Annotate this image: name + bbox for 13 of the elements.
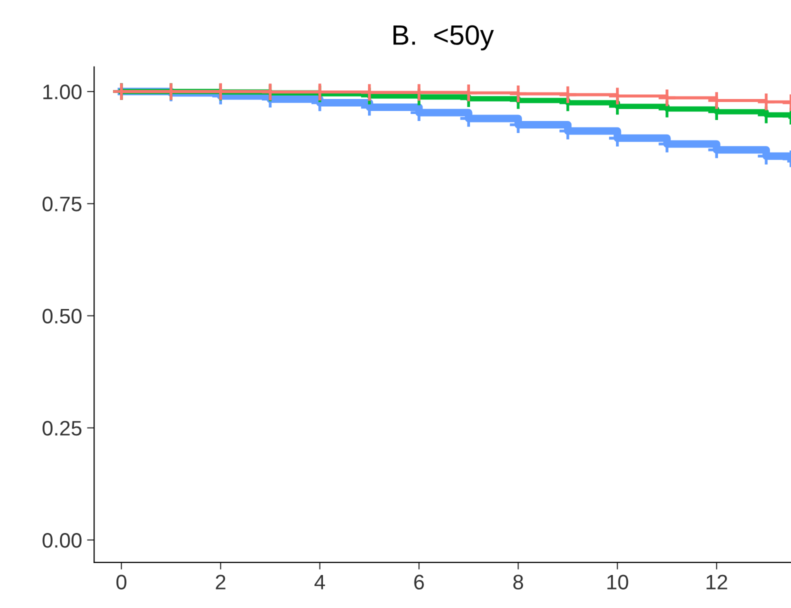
x-tick-label: 0	[116, 574, 126, 590]
y-tick-label: 0.75	[42, 196, 82, 212]
x-tick-label: 10	[607, 574, 628, 590]
x-tick-label: 6	[414, 574, 424, 590]
y-tick-label: 0.50	[42, 308, 82, 324]
x-tick-label: 2	[216, 574, 226, 590]
y-tick-label: 1.00	[43, 84, 82, 100]
y-tick-label: 0.00	[42, 532, 82, 548]
x-tick-label: 4	[314, 574, 325, 590]
x-tick-label: 8	[513, 574, 524, 590]
x-tick-label: 12	[706, 574, 728, 590]
chart-title: B. <50y	[394, 25, 494, 50]
y-tick-label: 0.25	[42, 420, 82, 436]
